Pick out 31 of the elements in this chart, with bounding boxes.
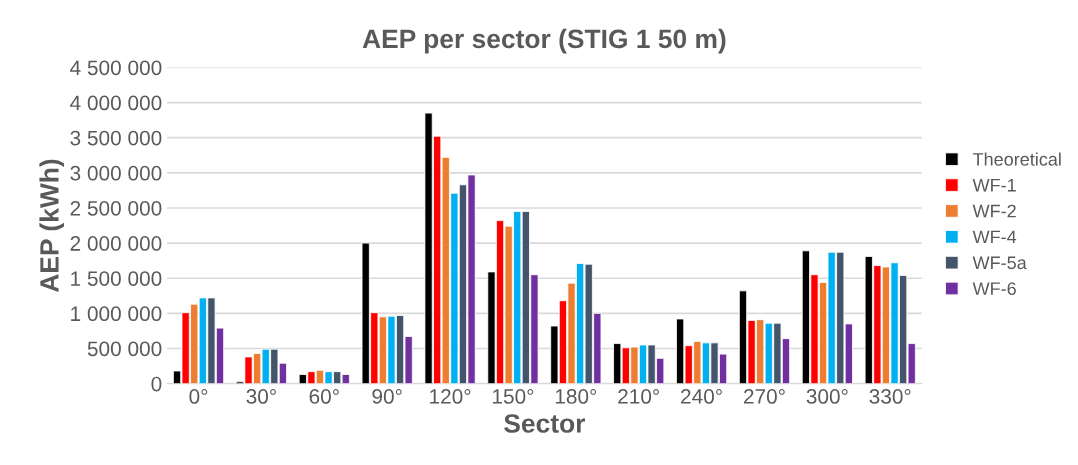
x-tick-label: 180° <box>555 389 597 404</box>
y-tick-label: 2 000 000 <box>70 236 162 251</box>
y-axis-title: AEP (kWh) <box>39 159 64 293</box>
y-tick-label: 1 000 000 <box>71 306 162 322</box>
x-tick-label: 240° <box>681 389 722 404</box>
legend-label: WF-1 <box>972 178 1016 192</box>
x-tick-label: 30° <box>246 389 276 404</box>
y-tick-label: 0 <box>151 376 162 392</box>
x-tick-label: 0° <box>189 389 208 404</box>
legend-label: WF-2 <box>972 204 1016 218</box>
y-tick-label: 4 000 000 <box>70 95 162 111</box>
y-tick-label: 4 500 000 <box>70 60 162 76</box>
y-tick-label: 1 500 000 <box>71 271 162 286</box>
legend-label: WF-6 <box>972 282 1016 296</box>
y-tick-label: 3 500 000 <box>70 130 162 146</box>
x-axis-title: Sector <box>504 414 586 433</box>
x-tick-label: 300° <box>806 389 848 404</box>
legend-label: WF-4 <box>972 230 1017 244</box>
y-tick-label: 2 500 000 <box>70 200 162 216</box>
legend-label: WF-5a <box>972 256 1027 270</box>
y-tick-label: 500 000 <box>87 341 162 357</box>
x-tick-label: 60° <box>309 389 339 404</box>
x-tick-label: 90° <box>372 389 402 404</box>
x-tick-label: 210° <box>618 389 660 404</box>
x-tick-label: 120° <box>430 389 471 404</box>
legend-label: Theoretical <box>972 152 1061 166</box>
y-tick-label: 3 000 000 <box>70 165 162 181</box>
x-tick-label: 270° <box>743 389 785 404</box>
chart-title: AEP per sector (STIG 1 50 m) <box>362 28 726 54</box>
x-tick-label: 330° <box>869 389 911 404</box>
x-tick-label: 150° <box>492 389 534 404</box>
